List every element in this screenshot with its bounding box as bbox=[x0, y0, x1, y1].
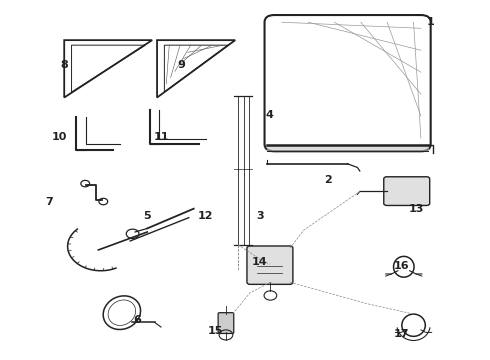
Text: 11: 11 bbox=[154, 132, 170, 142]
Text: 14: 14 bbox=[252, 257, 268, 267]
FancyBboxPatch shape bbox=[218, 313, 234, 333]
Text: 3: 3 bbox=[256, 211, 264, 221]
Text: 10: 10 bbox=[51, 132, 67, 142]
Text: 7: 7 bbox=[46, 197, 53, 207]
Text: 16: 16 bbox=[393, 261, 409, 271]
Text: 8: 8 bbox=[60, 60, 68, 70]
Text: 1: 1 bbox=[427, 17, 435, 27]
Text: 4: 4 bbox=[266, 111, 273, 121]
Text: 6: 6 bbox=[134, 315, 142, 325]
Text: 2: 2 bbox=[324, 175, 332, 185]
Text: 5: 5 bbox=[144, 211, 151, 221]
Text: 12: 12 bbox=[198, 211, 214, 221]
FancyBboxPatch shape bbox=[384, 177, 430, 206]
Text: 9: 9 bbox=[177, 60, 185, 70]
Text: 15: 15 bbox=[208, 325, 223, 336]
FancyBboxPatch shape bbox=[247, 246, 293, 284]
Text: 13: 13 bbox=[408, 204, 424, 214]
Text: 17: 17 bbox=[393, 329, 409, 339]
